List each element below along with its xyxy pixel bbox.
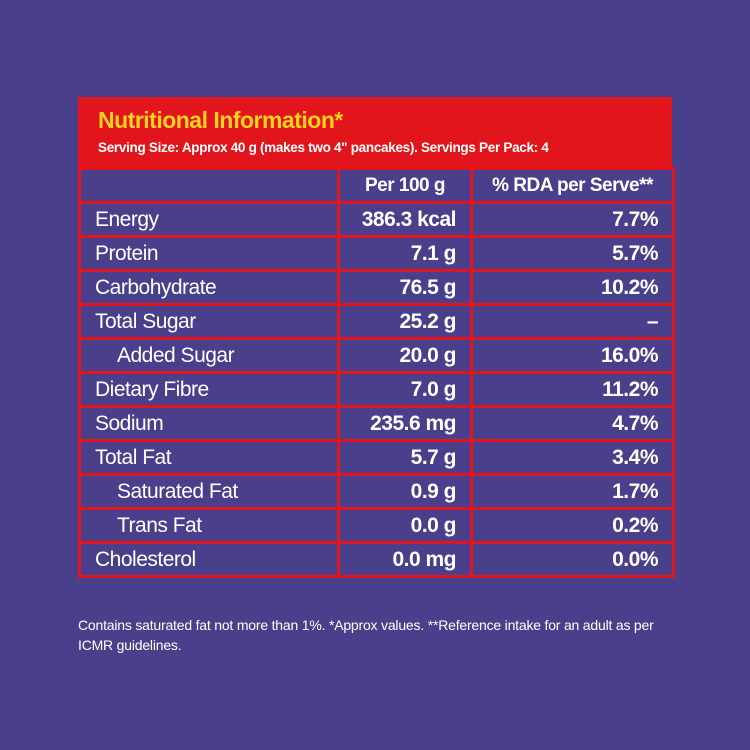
nutrient-value: 5.7 g	[337, 439, 473, 476]
table-row: Trans Fat 0.0 g 0.2%	[78, 507, 675, 544]
nutrient-name: Dietary Fibre	[78, 371, 340, 408]
nutrient-value: 20.0 g	[337, 337, 473, 374]
nutrient-name: Cholesterol	[78, 541, 340, 578]
nutrition-table: Per 100 g % RDA per Serve** Energy 386.3 …	[78, 167, 675, 578]
nutrient-value: 4.7%	[470, 405, 675, 442]
table-row: Added Sugar 20.0 g 16.0%	[78, 337, 675, 374]
nutrient-name: Total Sugar	[78, 303, 340, 340]
nutrient-value: 7.7%	[470, 201, 675, 238]
table-row: Dietary Fibre 7.0 g 11.2%	[78, 371, 675, 408]
nutrient-name: Carbohydrate	[78, 269, 340, 306]
nutrient-name: Added Sugar	[78, 337, 340, 374]
nutrient-value: 0.0 mg	[337, 541, 473, 578]
table-row: Cholesterol 0.0 mg 0.0%	[78, 541, 675, 578]
nutrient-value: 3.4%	[470, 439, 675, 476]
nutrition-panel: Nutritional Information* Serving Size: A…	[78, 97, 675, 578]
nutrient-value: 0.0 g	[337, 507, 473, 544]
footnote: Contains saturated fat not more than 1%.…	[78, 617, 654, 653]
panel-header: Nutritional Information* Serving Size: A…	[78, 97, 672, 167]
nutrient-value: 0.9 g	[337, 473, 473, 510]
nutrient-value: 386.3 kcal	[337, 201, 473, 238]
table-body: Per 100 g % RDA per Serve** Energy 386.3 …	[78, 167, 675, 578]
nutrient-value: 76.5 g	[337, 269, 473, 306]
nutrient-value: 16.0%	[470, 337, 675, 374]
nutrient-value: 7.0 g	[337, 371, 473, 408]
table-row: Protein 7.1 g 5.7%	[78, 235, 675, 272]
table-row: Total Fat 5.7 g 3.4%	[78, 439, 675, 476]
nutrient-value: 7.1 g	[337, 235, 473, 272]
title: Nutritional Information*	[98, 107, 343, 133]
nutrient-value: 0.2%	[470, 507, 675, 544]
header-cell: % RDA per Serve**	[470, 167, 675, 204]
nutrient-name: Total Fat	[78, 439, 340, 476]
nutrient-value: 25.2 g	[337, 303, 473, 340]
nutrient-value: 10.2%	[470, 269, 675, 306]
nutrient-name: Sodium	[78, 405, 340, 442]
nutrient-value: 5.7%	[470, 235, 675, 272]
nutrient-value: –	[470, 303, 675, 340]
nutrient-value: 11.2%	[470, 371, 675, 408]
table-row: Sodium 235.6 mg 4.7%	[78, 405, 675, 442]
table-row: Energy 386.3 kcal 7.7%	[78, 201, 675, 238]
nutrient-name: Energy	[78, 201, 340, 238]
subtitle: Serving Size: Approx 40 g (makes two 4" …	[98, 140, 549, 155]
header-row: Per 100 g % RDA per Serve**	[78, 167, 675, 204]
table-row: Carbohydrate 76.5 g 10.2%	[78, 269, 675, 306]
nutrient-name: Trans Fat	[78, 507, 340, 544]
header-cell	[78, 167, 340, 204]
table-row: Total Sugar 25.2 g –	[78, 303, 675, 340]
nutrient-name: Saturated Fat	[78, 473, 340, 510]
nutrient-value: 1.7%	[470, 473, 675, 510]
nutrient-value: 235.6 mg	[337, 405, 473, 442]
header-cell: Per 100 g	[337, 167, 473, 204]
nutrient-name: Protein	[78, 235, 340, 272]
table-row: Saturated Fat 0.9 g 1.7%	[78, 473, 675, 510]
nutrient-value: 0.0%	[470, 541, 675, 578]
